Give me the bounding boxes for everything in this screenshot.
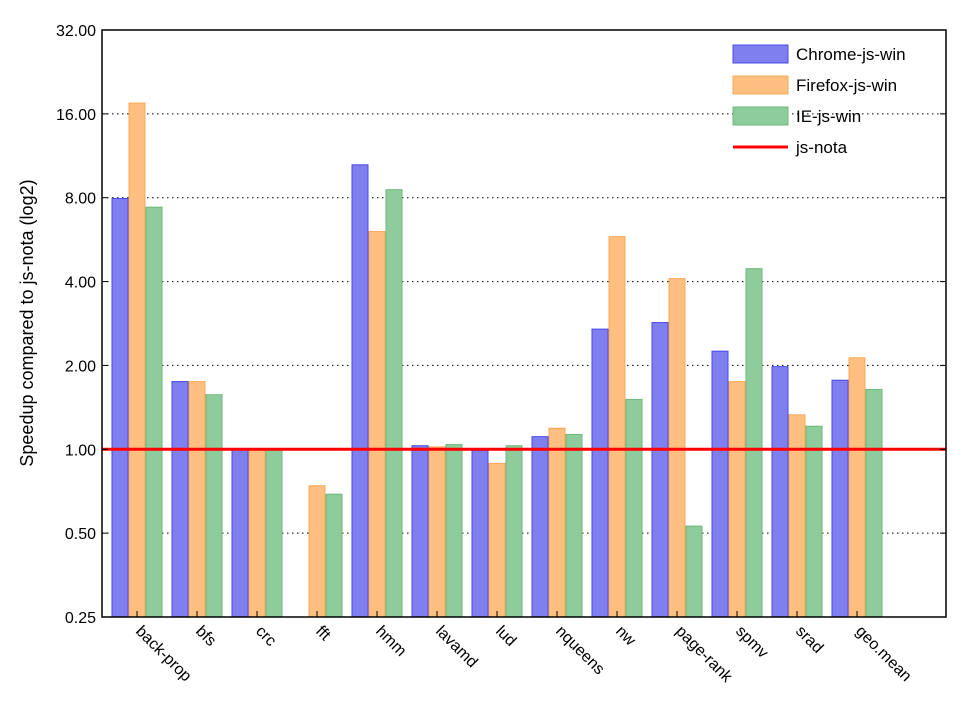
bar-srad-Chrome-js-win (771, 366, 789, 618)
bar-nw-IE-js-win (625, 398, 643, 618)
bar-page-rank-Chrome-js-win (651, 322, 669, 618)
x-tick-label: nqueens (552, 623, 607, 678)
legend-swatch (732, 44, 789, 64)
y-tick-label: 1.00 (65, 442, 96, 459)
bar-crc-Firefox-js-win (248, 448, 266, 618)
bar-hmm-Chrome-js-win (351, 164, 369, 618)
x-tick-label: lavamd (432, 623, 480, 671)
legend-label: js-nota (795, 138, 848, 157)
y-tick-label: 0.50 (65, 526, 96, 543)
bar-lavamd-Chrome-js-win (411, 445, 429, 618)
x-tick-label: crc (252, 623, 279, 650)
y-tick-label: 0.25 (65, 610, 96, 627)
x-tick-label: hmm (372, 623, 409, 660)
bar-geo.mean-IE-js-win (865, 388, 883, 618)
legend-swatch (732, 106, 789, 126)
bar-nqueens-IE-js-win (565, 433, 583, 618)
legend-label: Chrome-js-win (796, 45, 906, 64)
y-axis: 0.25 0.50 1.00 2.00 4.00 8.00 16.00 32.00 (56, 23, 946, 627)
x-tick-label: nw (612, 623, 639, 650)
bar-crc-IE-js-win (265, 448, 283, 618)
legend-label: IE-js-win (796, 107, 861, 126)
legend: Chrome-js-win Firefox-js-win IE-js-win js-n… (732, 44, 906, 157)
bar-lud-Firefox-js-win (488, 462, 506, 618)
bar-bfs-Chrome-js-win (171, 381, 189, 618)
bar-back-prop-Firefox-js-win (128, 102, 146, 618)
y-tick-label: 8.00 (65, 191, 96, 208)
legend-label: Firefox-js-win (796, 76, 897, 95)
bars (111, 102, 883, 618)
bar-nqueens-Chrome-js-win (531, 436, 549, 618)
bar-bfs-Firefox-js-win (188, 381, 206, 618)
bar-lavamd-IE-js-win (445, 444, 463, 618)
y-tick-label: 16.00 (56, 107, 96, 124)
legend-swatch (732, 75, 789, 95)
bar-geo.mean-Chrome-js-win (831, 379, 849, 618)
bar-hmm-IE-js-win (385, 189, 403, 618)
bar-fft-Firefox-js-win (308, 485, 326, 618)
y-tick-label: 2.00 (65, 358, 96, 375)
x-tick-label: spmv (732, 623, 771, 662)
bar-back-prop-Chrome-js-win (111, 197, 129, 618)
bar-nw-Chrome-js-win (591, 328, 609, 618)
bar-back-prop-IE-js-win (145, 206, 163, 618)
bar-srad-IE-js-win (805, 425, 823, 618)
y-axis-label: Speedup compared to js-nota (log2) (17, 179, 37, 466)
x-tick-label: back-prop (132, 623, 194, 685)
bar-spmv-Firefox-js-win (728, 381, 746, 618)
x-tick-label: fft (312, 623, 334, 645)
bar-srad-Firefox-js-win (788, 414, 806, 618)
bar-hmm-Firefox-js-win (368, 231, 386, 618)
bar-nw-Firefox-js-win (608, 236, 626, 618)
x-tick-label: bfs (192, 623, 219, 650)
bar-nqueens-Firefox-js-win (548, 427, 566, 618)
bar-fft-IE-js-win (325, 493, 343, 618)
bar-page-rank-IE-js-win (685, 525, 703, 618)
x-tick-label: srad (792, 623, 826, 657)
x-tick-label: page-rank (672, 623, 736, 687)
x-tick-label: lud (492, 623, 519, 650)
plot-frame (101, 29, 947, 618)
bar-crc-Chrome-js-win (231, 448, 249, 618)
bar-spmv-IE-js-win (745, 268, 763, 618)
y-tick-label: 32.00 (56, 23, 96, 40)
bar-bfs-IE-js-win (205, 394, 223, 618)
bar-lud-IE-js-win (505, 445, 523, 618)
y-tick-label: 4.00 (65, 275, 96, 292)
bar-geo.mean-Firefox-js-win (848, 357, 866, 618)
x-tick-label: geo.mean (852, 623, 914, 685)
bar-lud-Chrome-js-win (471, 450, 489, 618)
bar-lavamd-Firefox-js-win (428, 446, 446, 618)
bar-spmv-Chrome-js-win (711, 350, 729, 618)
